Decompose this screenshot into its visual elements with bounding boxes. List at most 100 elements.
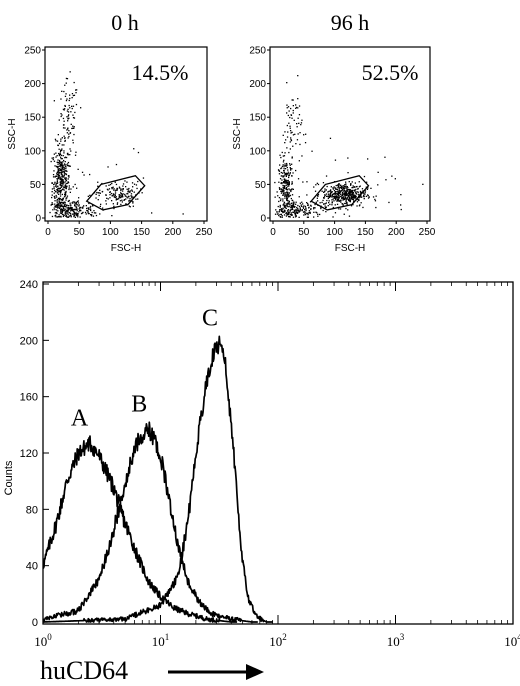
- scatter-point: [298, 196, 300, 198]
- scatter-point: [320, 206, 322, 208]
- scatter-point: [335, 188, 337, 190]
- scatter-point: [352, 198, 354, 200]
- scatter-point: [340, 201, 342, 203]
- scatter-point: [122, 188, 124, 190]
- scatter-point: [70, 206, 72, 208]
- scatter-point: [126, 196, 128, 198]
- scatter-point: [339, 208, 342, 210]
- scatter-point: [287, 200, 289, 202]
- scatter-point: [65, 168, 67, 170]
- scatter-point: [290, 114, 292, 116]
- scatter-point: [58, 161, 60, 164]
- scatter-point: [59, 152, 61, 154]
- scatter-point: [64, 192, 66, 194]
- scatter-point: [59, 163, 61, 165]
- scatter-point: [67, 208, 69, 210]
- scatter-point: [59, 216, 61, 218]
- scatter-point: [340, 184, 342, 186]
- scatter-point: [75, 103, 78, 106]
- scatter-point: [112, 203, 114, 205]
- scatter-point: [296, 210, 298, 212]
- scatter-point: [288, 182, 290, 184]
- scatter-point: [120, 194, 122, 196]
- scatter-point: [65, 190, 67, 193]
- scatter-point: [310, 208, 312, 211]
- y-tick-label: 0: [32, 617, 38, 629]
- scatter-point: [68, 215, 70, 217]
- scatter-point: [71, 213, 74, 215]
- scatter-point: [65, 210, 67, 212]
- scatter-point: [286, 174, 288, 176]
- scatter-point: [279, 199, 282, 202]
- scatter-point: [292, 216, 295, 218]
- scatter-point: [361, 188, 364, 190]
- scatter-point: [72, 201, 74, 203]
- scatter-point: [97, 192, 99, 194]
- scatter-point: [80, 206, 82, 209]
- scatter-point: [337, 192, 339, 195]
- scatter-point: [292, 109, 294, 112]
- scatter-point: [57, 144, 59, 147]
- scatter-point: [354, 182, 356, 184]
- scatter-point: [353, 195, 356, 197]
- scatter-point: [284, 185, 286, 187]
- scatter-point: [121, 199, 123, 201]
- scatter-point: [69, 132, 71, 134]
- scatter-point: [132, 202, 134, 204]
- scatter-point: [339, 200, 341, 202]
- scatter-point: [291, 131, 293, 133]
- scatter-point: [325, 211, 327, 213]
- scatter-point: [66, 197, 68, 199]
- scatter-point: [293, 119, 295, 121]
- scatter-point: [280, 167, 282, 170]
- scatter-point: [288, 110, 290, 112]
- scatter-point: [111, 215, 113, 217]
- y-axis-label: SSC-H: [232, 118, 243, 149]
- scatter-point: [343, 188, 345, 190]
- scatter-point: [290, 139, 293, 142]
- scatter-point: [310, 208, 312, 210]
- scatter-point: [71, 97, 73, 99]
- scatter-point: [291, 188, 293, 190]
- series-label-B: B: [131, 391, 147, 417]
- scatter-point: [354, 196, 356, 198]
- scatter-point: [352, 193, 354, 195]
- scatter-point: [64, 177, 66, 179]
- scatter-point: [68, 176, 70, 178]
- x-tick-label: 100: [34, 632, 52, 649]
- scatter-point: [294, 214, 296, 216]
- scatter-point: [54, 189, 56, 192]
- scatter-point: [119, 195, 121, 197]
- scatter-point: [128, 200, 130, 202]
- scatter-point: [288, 216, 290, 218]
- scatter-point: [72, 114, 74, 116]
- scatter-point: [285, 179, 287, 181]
- scatter-point: [74, 205, 76, 207]
- x-tick-label: 200: [388, 227, 405, 238]
- scatter-point: [60, 163, 62, 166]
- scatter-point: [299, 209, 302, 211]
- scatter-point: [338, 197, 340, 199]
- scatter-point: [284, 179, 286, 182]
- scatter-point: [73, 133, 75, 136]
- scatter-point: [77, 216, 79, 218]
- scatter-point: [74, 214, 76, 217]
- scatter-point: [69, 191, 71, 193]
- scatter-point: [68, 185, 70, 187]
- scatter-point: [287, 114, 289, 117]
- scatter-point: [57, 188, 59, 190]
- scatter-point: [347, 194, 350, 196]
- scatter-point: [116, 189, 118, 191]
- scatter-point: [71, 127, 73, 130]
- scatter-point: [90, 214, 92, 216]
- scatter-point: [52, 158, 54, 161]
- scatter-point: [289, 125, 291, 127]
- scatter-point: [334, 159, 337, 161]
- scatter-point: [95, 193, 97, 195]
- scatter-point: [287, 173, 289, 175]
- scatter-point: [339, 190, 341, 192]
- y-axis-label: Counts: [3, 460, 15, 495]
- scatter-point: [351, 187, 353, 189]
- scatter-point: [330, 191, 332, 194]
- scatter-point: [285, 165, 287, 167]
